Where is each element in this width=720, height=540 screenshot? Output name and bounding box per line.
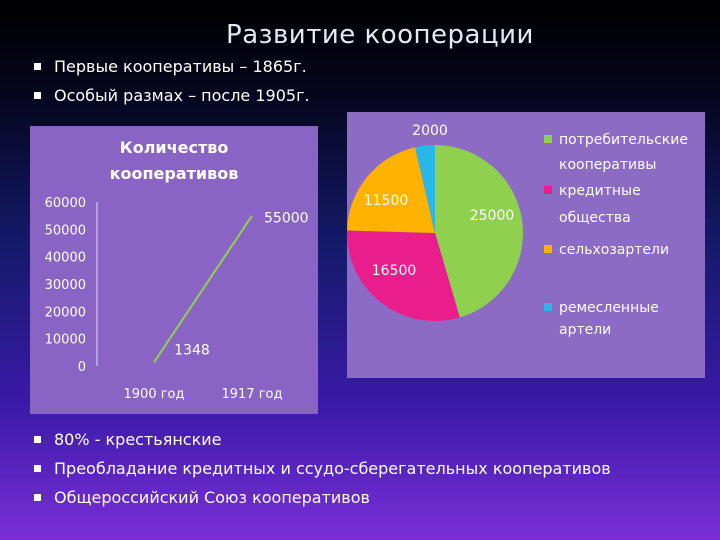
bullet-text: Первые кооперативы – 1865г. — [54, 57, 307, 76]
chart-title-line-1: Количество — [120, 138, 229, 157]
pie-slice — [347, 230, 460, 321]
legend-swatch — [544, 186, 552, 194]
bullet-item: Общероссийский Союз кооперативов — [26, 483, 611, 512]
pie-slice — [415, 145, 435, 233]
slice-value-label: 11500 — [364, 193, 409, 209]
square-bullet-icon — [34, 436, 41, 443]
bullet-text: Общероссийский Союз кооперативов — [54, 488, 370, 507]
legend-label: ремесленные — [559, 300, 659, 316]
bullet-item: Первые кооперативы – 1865г. — [26, 52, 310, 81]
pie-chart-panel: 25000 16500 11500 2000 потребительские коопе… — [347, 112, 705, 378]
y-tick-label: 50000 — [45, 223, 86, 238]
bullet-text: Особый размах – после 1905г. — [54, 86, 310, 105]
slice-value-label: 16500 — [372, 263, 417, 279]
bottom-bullet-list: 80% - крестьянские Преобладание кредитны… — [26, 425, 611, 512]
y-tick-label: 60000 — [45, 196, 86, 211]
bullet-text: Преобладание кредитных и ссудо-сберегате… — [54, 459, 611, 478]
slide-title: Развитие кооперации — [226, 20, 534, 50]
series-line — [153, 215, 253, 363]
y-tick-label: 10000 — [45, 333, 86, 348]
line-chart: Количество кооперативов 0 10000 20000 30000… — [45, 138, 309, 402]
top-bullet-list: Первые кооперативы – 1865г. Особый разма… — [26, 52, 310, 110]
x-category-label: 1917 год — [222, 387, 283, 402]
pie-slice — [347, 147, 435, 233]
legend-label: кооперативы — [559, 157, 656, 173]
y-tick-label: 40000 — [45, 251, 86, 266]
y-tick-label: 20000 — [45, 305, 86, 320]
data-label: 1348 — [174, 342, 210, 358]
legend-label: сельхозартели — [559, 242, 669, 258]
legend-swatch — [544, 245, 552, 253]
bullet-item: Особый размах – после 1905г. — [26, 81, 310, 110]
square-bullet-icon — [34, 63, 41, 70]
data-label: 55000 — [264, 211, 309, 227]
y-tick-label: 30000 — [45, 278, 86, 293]
bullet-text: 80% - крестьянские — [54, 430, 222, 449]
bullet-item: 80% - крестьянские — [26, 425, 611, 454]
legend-swatch — [544, 303, 552, 311]
slice-value-label: 2000 — [412, 123, 448, 139]
pie-slice — [435, 145, 523, 318]
line-chart-panel: Количество кооперативов 0 10000 20000 30000… — [30, 126, 318, 414]
legend-swatch — [544, 135, 552, 143]
legend-label: потребительские — [559, 132, 688, 148]
legend-label: общества — [559, 210, 631, 226]
chart-title-line-2: кооперативов — [110, 164, 239, 183]
legend-label: кредитные — [559, 183, 641, 199]
square-bullet-icon — [34, 494, 41, 501]
pie-chart: 25000 16500 11500 2000 потребительские коопе… — [347, 123, 688, 338]
bullet-item: Преобладание кредитных и ссудо-сберегате… — [26, 454, 611, 483]
y-tick-label: 0 — [78, 360, 86, 375]
square-bullet-icon — [34, 92, 41, 99]
legend-label: артели — [559, 322, 611, 338]
x-category-label: 1900 год — [124, 387, 185, 402]
square-bullet-icon — [34, 465, 41, 472]
slice-value-label: 25000 — [470, 208, 515, 224]
